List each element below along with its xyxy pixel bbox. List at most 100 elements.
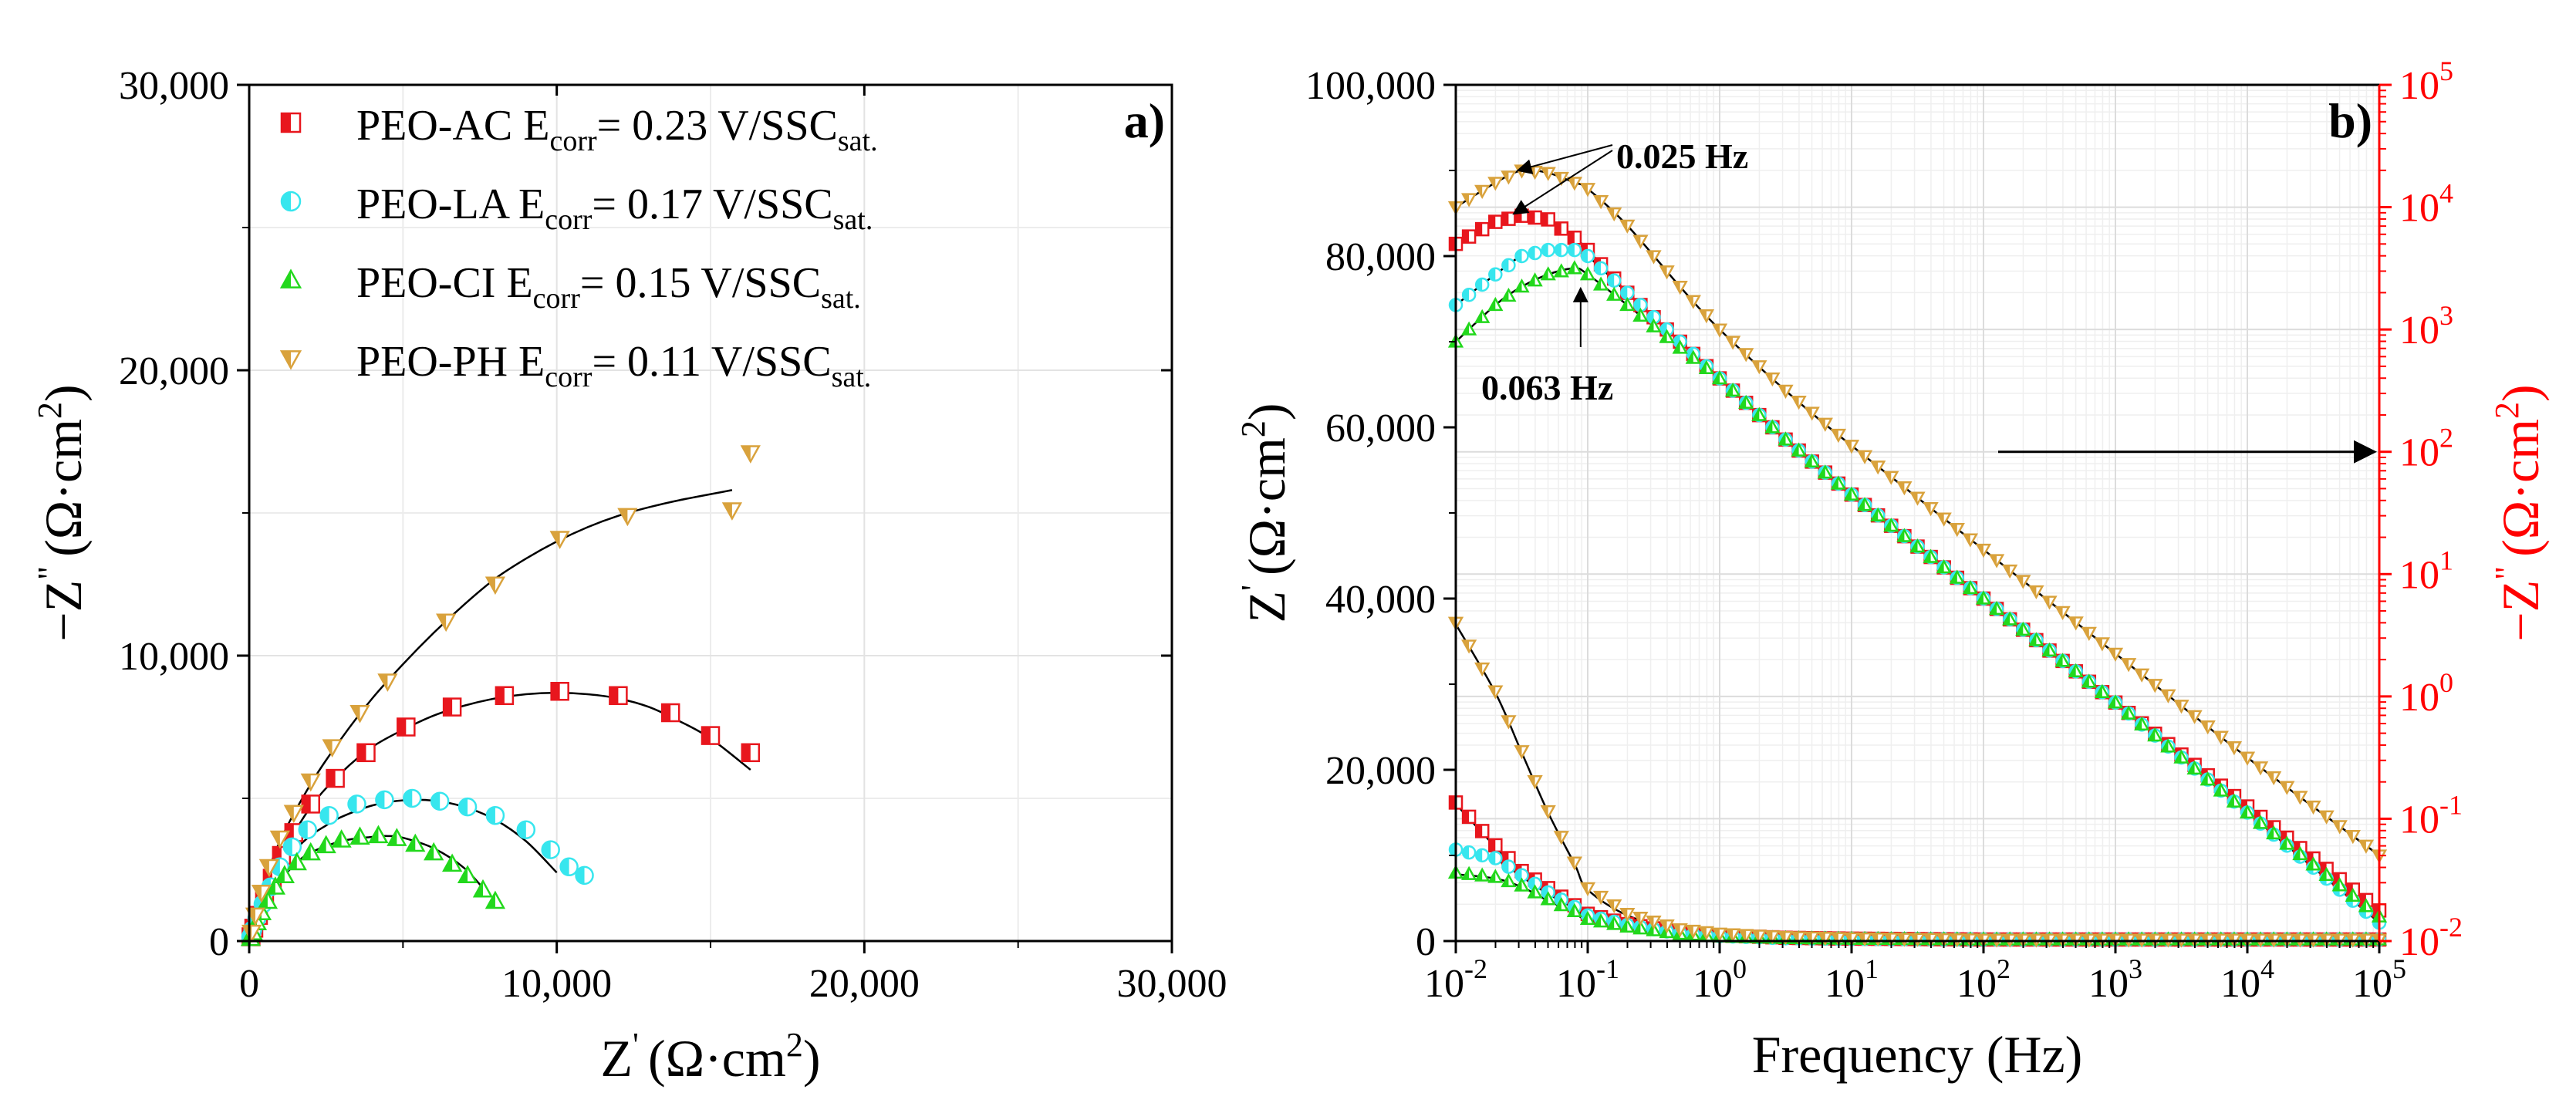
nyquist-legend: PEO-AC Ecorr= 0.23 V/SSCsat. PEO-LA Ecorr… [279,102,878,393]
bode-log-point-peo-ci [1553,263,1569,278]
bode-log-point-peo-ci [2002,611,2018,626]
bode-log-point-peo-ci [1460,321,1477,336]
bode-linear-point-peo-ph [1579,882,1596,896]
bode-linear-point-peo-la [1474,848,1490,863]
bode-log-point-peo-ci [2345,887,2361,902]
bode-log-point-peo-ci [2358,898,2375,913]
bode-log-point-peo-ph [2041,595,2058,610]
nyquist-point-peo-ph [300,773,321,792]
nyquist-point-peo-la [319,805,339,825]
bode-log-point-peo-ci [1778,431,1794,446]
nyquist-point-peo-la [575,865,594,886]
bode-linear-point-peo-ph [1751,929,1767,944]
nyquist-point-peo-la [541,840,560,859]
bode-log-point-peo-la [1633,298,1648,312]
nyquist-point-peo-la [282,837,302,857]
bode-linear-point-peo-ph [1909,933,1926,947]
bode-y2-tick-label: 101 [2399,545,2453,597]
bode-log-point-peo-ph [1487,177,1504,191]
bode-log-point-peo-ph [1870,460,1886,475]
nyquist-point-peo-ph [549,531,570,549]
bode-log-point-peo-ph [2002,564,2018,579]
bode-log-point-peo-ci [1527,272,1543,287]
bode-log-point-peo-ci [1632,307,1649,322]
bode-data-points [1447,164,2388,948]
bode-log-point-peo-ph [2331,820,2348,835]
bode-y-tick-label: 100,000 [1305,64,1436,108]
bode-linear-point-peo-ph [1659,919,1675,934]
bode-log-point-peo-ac [1528,210,1542,225]
bode-log-point-peo-ph [2186,710,2203,724]
bode-log-point-peo-ac [1501,211,1516,226]
nyquist-point-peo-ph [377,673,398,692]
nyquist-point-peo-ac [326,768,345,788]
nyquist-x-axis-title: Z' (Ω·cm2) [600,1026,820,1088]
bode-linear-point-peo-ph [1791,931,1807,946]
legend-marker-peo-la [280,191,302,212]
bode-log-point-peo-ci [1711,369,1728,385]
bode-log-point-peo-ph [1566,177,1583,191]
bode-log-point-peo-ci [1923,548,1939,563]
nyquist-point-peo-ph [283,805,304,824]
bode-linear-point-peo-ph [1619,908,1636,923]
nyquist-point-peo-ci [424,842,444,861]
bode-linear-point-peo-la [1461,845,1477,860]
bode-log-point-peo-ph [2305,800,2321,815]
bode-log-point-peo-ph [2120,658,2137,673]
nyquist-y-axis-title: −Z"(Ω·cm2) [31,384,93,641]
legend-marker-peo-ac [280,112,302,133]
panel-label-b: b) [2328,93,2372,148]
legend-label-peo-ac: PEO-AC Ecorr= 0.23 V/SSCsat. [356,102,878,157]
bode-log-point-peo-ph [1751,360,1767,375]
bode-log-point-peo-ci [1764,419,1781,433]
bode-log-point-peo-ci [1909,538,1926,553]
bode-log-point-peo-ph [1764,372,1781,387]
nyquist-x-tick-label: 20,000 [809,962,920,1006]
bode-log-point-peo-ci [1883,518,1899,532]
bode-linear-point-peo-ci [1553,897,1569,912]
nyquist-point-peo-ph [740,445,761,464]
bode-log-point-peo-ph [1592,194,1609,210]
bode-linear-point-peo-ph [1487,685,1504,700]
annotation-label-0063: 0.063 Hz [1481,368,1613,407]
bode-log-point-peo-ci [1646,318,1662,332]
nyquist-point-peo-ac [741,743,761,763]
bode-linear-point-peo-ci [1566,902,1583,918]
bode-linear-point-peo-ph [1698,926,1715,940]
nyquist-point-peo-ac [550,682,569,701]
bode-log-point-peo-ph [2345,829,2361,845]
nyquist-point-peo-ci [300,842,321,861]
nyquist-point-peo-ci [274,865,295,883]
bode-log-point-peo-ci [2305,856,2321,871]
bode-log-point-peo-ci [1751,407,1767,421]
bode-log-point-peo-ci [1975,590,1992,605]
annotation-arrow-0025-b [1512,150,1613,215]
bode-ticks: 10-2 10-1 100 101 102 103 104 105 0 20,000 40,000 6… [1305,56,2463,1006]
bode-log-point-peo-la [1474,277,1490,292]
bode-linear-point-peo-ph [1896,933,1913,947]
nyquist-point-peo-ph [251,885,272,903]
bode-log-point-peo-la [1567,242,1582,258]
bode-log-point-peo-ph [2226,741,2243,756]
bode-log-point-peo-ph [2318,810,2335,825]
nyquist-point-peo-ph [484,576,506,595]
nyquist-point-peo-ci [331,829,352,848]
bode-log-point-peo-ci [1474,309,1491,323]
bode-log-point-peo-ci [1949,569,1965,584]
bode-log-point-peo-la [1554,242,1569,258]
bode-log-point-peo-ci [1619,296,1636,312]
bode-log-point-peo-ph [2239,751,2256,766]
nyquist-point-peo-ci [441,853,463,872]
bode-log-point-peo-ph [1817,417,1833,432]
bode-log-point-peo-ph [1988,554,2005,568]
bode-log-point-peo-la [1488,267,1503,282]
nyquist-point-peo-ci [387,828,407,846]
bode-log-point-peo-ci [1830,475,1847,490]
nyquist-point-peo-la [516,820,536,839]
bode-linear-point-peo-ph [1778,931,1794,946]
bode-log-point-peo-ph [1936,512,1952,527]
bode-log-point-peo-ci [1540,266,1556,281]
bode-log-point-peo-ph [1830,428,1847,444]
bode-log-point-peo-ci [2107,694,2124,709]
bode-log-point-peo-ph [1738,348,1754,363]
